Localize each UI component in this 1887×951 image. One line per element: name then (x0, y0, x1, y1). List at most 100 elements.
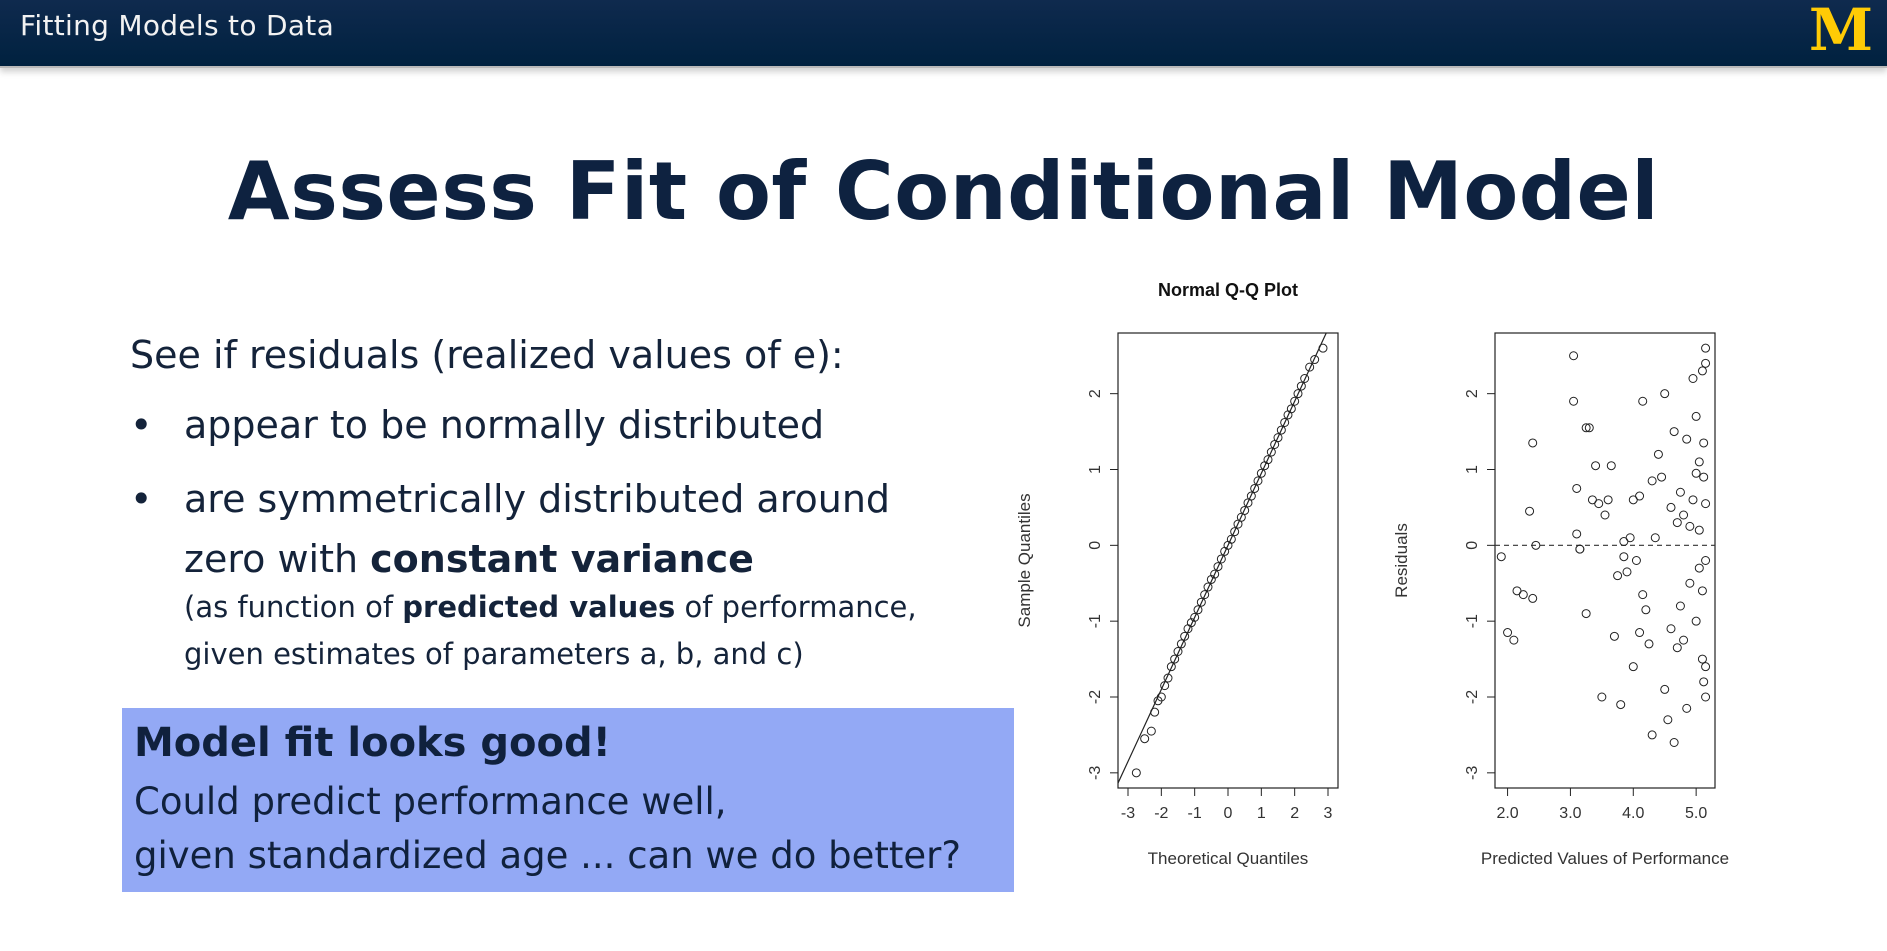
data-point (1635, 491, 1645, 501)
data-point (1675, 601, 1685, 611)
callout-line: given standardized age ... can we do bet… (134, 834, 961, 877)
y-tick-label: 0 (1464, 541, 1481, 550)
data-point (1509, 635, 1519, 645)
y-tick-label: 2 (1087, 389, 1104, 398)
data-point (1581, 423, 1591, 433)
data-point (1528, 438, 1538, 448)
data-point (1210, 569, 1220, 579)
data-point (1525, 506, 1535, 516)
data-point (1131, 768, 1141, 778)
data-point (1572, 529, 1582, 539)
x-axis-label: Theoretical Quantiles (1148, 849, 1309, 868)
x-tick-label: 2.0 (1496, 805, 1518, 822)
bullet-text: zero with (184, 537, 371, 581)
data-point (1569, 396, 1579, 406)
x-tick-label: -3 (1121, 805, 1135, 822)
note-text: given estimates of parameters a, b, and … (184, 637, 804, 671)
data-point (1156, 692, 1166, 702)
emphasis-constant-variance: constant variance (370, 537, 754, 581)
data-point (1622, 567, 1632, 577)
y-tick-label: 2 (1464, 389, 1481, 398)
data-point (1691, 616, 1701, 626)
data-point (1669, 427, 1679, 437)
data-point (1528, 593, 1538, 603)
header-bar: Fitting Models to Data M (0, 0, 1887, 68)
data-point (1569, 351, 1579, 361)
x-tick-label: -2 (1154, 805, 1168, 822)
reference-line (1118, 333, 1327, 784)
callout-heading: Model fit looks good! (134, 720, 611, 766)
data-point (1572, 483, 1582, 493)
data-point (1146, 726, 1156, 736)
lead-text: See if residuals (realized values of e): (130, 333, 844, 377)
y-axis-label: Sample Quantiles (1015, 493, 1034, 627)
data-point (1638, 590, 1648, 600)
data-point (1653, 449, 1663, 459)
data-point (1216, 554, 1226, 564)
y-tick-label: 0 (1087, 541, 1104, 550)
data-point (1140, 734, 1150, 744)
plot-frame (1494, 332, 1716, 789)
data-point (1581, 609, 1591, 619)
y-tick-label: -3 (1087, 766, 1104, 780)
data-point (1701, 358, 1711, 368)
data-point (1575, 544, 1585, 554)
data-point (1190, 612, 1200, 622)
data-point (1193, 605, 1203, 615)
x-tick-label: 0 (1224, 805, 1233, 822)
data-point (1701, 556, 1711, 565)
bullet-text: appear to be normally distributed (184, 403, 825, 447)
data-point (1675, 487, 1685, 497)
data-point (1669, 738, 1679, 747)
data-point (1226, 534, 1236, 544)
data-point (1606, 461, 1616, 471)
data-point (1318, 343, 1328, 353)
data-point (1266, 447, 1276, 457)
data-point (1230, 527, 1240, 537)
data-point (1619, 552, 1629, 562)
data-point (1256, 468, 1266, 478)
data-point (1641, 605, 1651, 615)
data-point (1518, 590, 1528, 600)
data-point (1701, 692, 1711, 702)
data-point (1246, 491, 1256, 501)
data-point (1290, 396, 1300, 406)
bullet-dot: • (130, 477, 153, 521)
x-axis-label: Predicted Values of Performance (1481, 849, 1729, 868)
data-point (1253, 476, 1263, 486)
data-point (1531, 540, 1541, 550)
data-point (1672, 643, 1682, 653)
data-point (1644, 639, 1654, 649)
bullet-dot: • (130, 403, 153, 447)
data-point (1594, 499, 1604, 509)
data-point (1603, 495, 1613, 505)
emphasis-predicted-values: predicted values (402, 590, 676, 624)
bullet-note: given estimates of parameters a, b, and … (184, 637, 804, 671)
header-title: Fitting Models to Data (20, 9, 335, 42)
data-point (1200, 590, 1210, 600)
data-point (1616, 700, 1626, 710)
data-point (1609, 631, 1619, 641)
data-point (1305, 362, 1315, 372)
x-tick-label: 4.0 (1622, 805, 1644, 822)
data-point (1647, 730, 1657, 740)
data-point (1638, 396, 1648, 406)
data-point (1240, 505, 1250, 515)
data-point (1699, 438, 1709, 448)
logo-letter: M (1809, 4, 1873, 56)
note-text: (as function of (184, 590, 403, 624)
data-point (1647, 476, 1657, 486)
data-point (1694, 525, 1704, 535)
y-tick-label: 1 (1087, 465, 1104, 474)
slide-title: Assess Fit of Conditional Model (227, 145, 1660, 238)
y-axis-label: Residuals (1392, 523, 1411, 598)
data-point (1584, 423, 1594, 433)
y-tick-label: 1 (1464, 465, 1481, 474)
residual-plots: Normal Q-Q Plot -3 -2 -1 0 1 2 3 -3 -2 -1 0 1 2 Theore… (1015, 280, 1729, 868)
data-point (1293, 389, 1303, 399)
data-point (1280, 417, 1290, 427)
plot-frame (1117, 332, 1339, 789)
data-point (1691, 468, 1701, 478)
data-point (1701, 662, 1711, 672)
data-point (1296, 381, 1306, 391)
